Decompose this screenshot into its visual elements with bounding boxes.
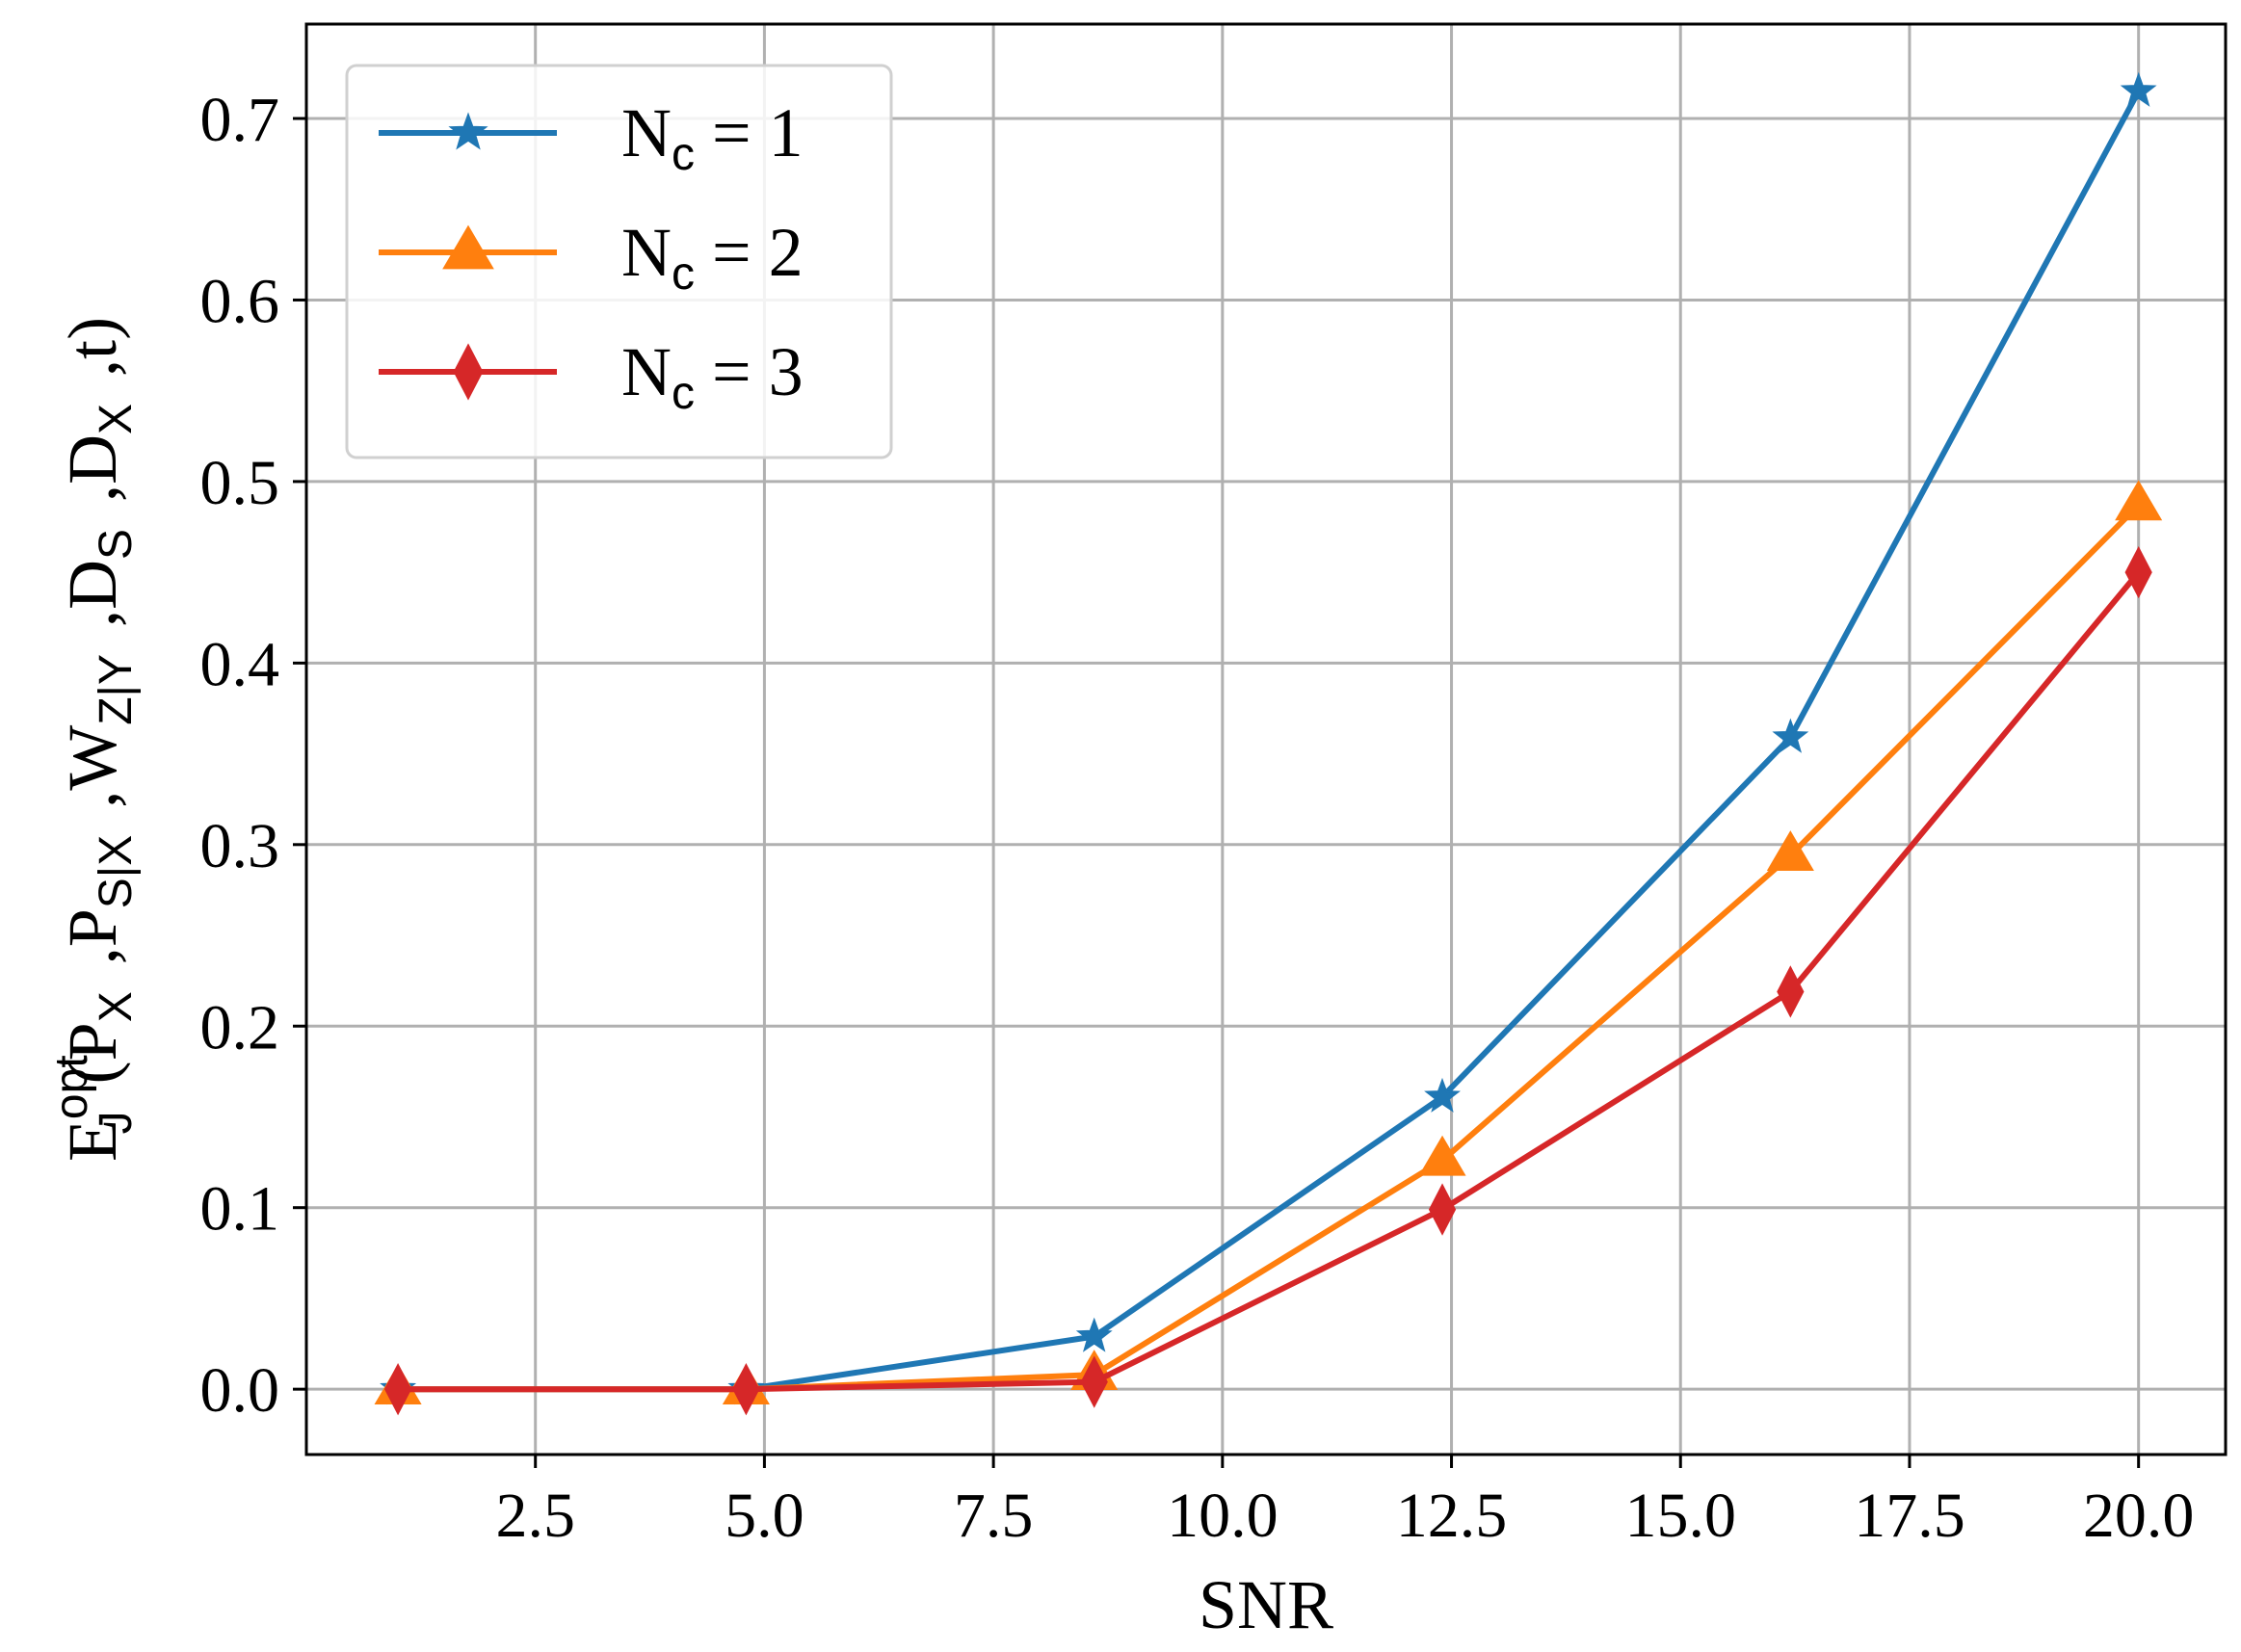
legend-label: Nc = 3 xyxy=(621,333,804,419)
data-point-diamond xyxy=(2124,545,2152,599)
data-point-diamond xyxy=(1080,1355,1108,1408)
legend-item: Nc = 3 xyxy=(379,333,804,419)
data-point-diamond xyxy=(383,1362,412,1416)
data-point-diamond xyxy=(1428,1183,1457,1236)
legend-label: Nc = 1 xyxy=(621,94,804,180)
data-point-triangle xyxy=(442,224,494,270)
legend-item: Nc = 1 xyxy=(379,94,804,180)
series-layer xyxy=(374,71,2163,1416)
series-3 xyxy=(383,545,2152,1416)
data-point-star xyxy=(1772,718,1809,753)
y-axis-label: EoptJ(PX,PS|X,WZ|Y,DS,DX,t) xyxy=(46,317,142,1162)
legend: Nc = 1 Nc = 2 Nc = 3 xyxy=(345,64,893,459)
y-tick-label: 0.5 xyxy=(200,448,280,518)
data-point-star xyxy=(448,112,488,150)
y-tick-label: 0.4 xyxy=(200,629,280,699)
x-tick-label: 2.5 xyxy=(495,1481,575,1551)
data-point-triangle xyxy=(2115,480,2163,521)
y-tick-label: 0.7 xyxy=(200,85,280,155)
data-point-star xyxy=(2120,71,2157,107)
x-tick-label: 12.5 xyxy=(1396,1481,1508,1551)
x-tick-label: 17.5 xyxy=(1854,1481,1965,1551)
y-tick-label: 0.1 xyxy=(200,1174,280,1245)
grid xyxy=(306,24,2226,1455)
data-point-star xyxy=(1075,1317,1113,1352)
x-tick-label: 10.0 xyxy=(1167,1481,1279,1551)
legend-label: Nc = 2 xyxy=(621,214,804,300)
y-tick-label: 0.3 xyxy=(200,811,280,881)
x-tick-label: 20.0 xyxy=(2083,1481,2195,1551)
data-point-diamond xyxy=(453,343,484,401)
x-axis-label: SNR xyxy=(1199,1566,1333,1643)
series-line xyxy=(398,570,2142,1393)
data-point-diamond xyxy=(1777,965,1805,1018)
x-tick-label: 7.5 xyxy=(954,1481,1034,1551)
y-tick-label: 0.2 xyxy=(200,992,280,1062)
y-tick-label: 0.0 xyxy=(200,1355,280,1426)
x-tick-label: 5.0 xyxy=(725,1481,804,1551)
legend-box xyxy=(345,64,893,459)
data-point-triangle xyxy=(1418,1135,1466,1176)
data-point-diamond xyxy=(732,1362,760,1416)
x-tick-label: 15.0 xyxy=(1625,1481,1737,1551)
plot-frame xyxy=(304,22,2228,1456)
ticks: 2.5 5.0 7.5 10.0 12.5 15.0 17.5 20.0 0.0 0.1 0.2 0.… xyxy=(200,85,2195,1551)
legend-item: Nc = 2 xyxy=(379,214,804,300)
y-tick-label: 0.6 xyxy=(200,266,280,336)
data-point-triangle xyxy=(1766,830,1814,871)
data-point-star xyxy=(1424,1077,1461,1113)
